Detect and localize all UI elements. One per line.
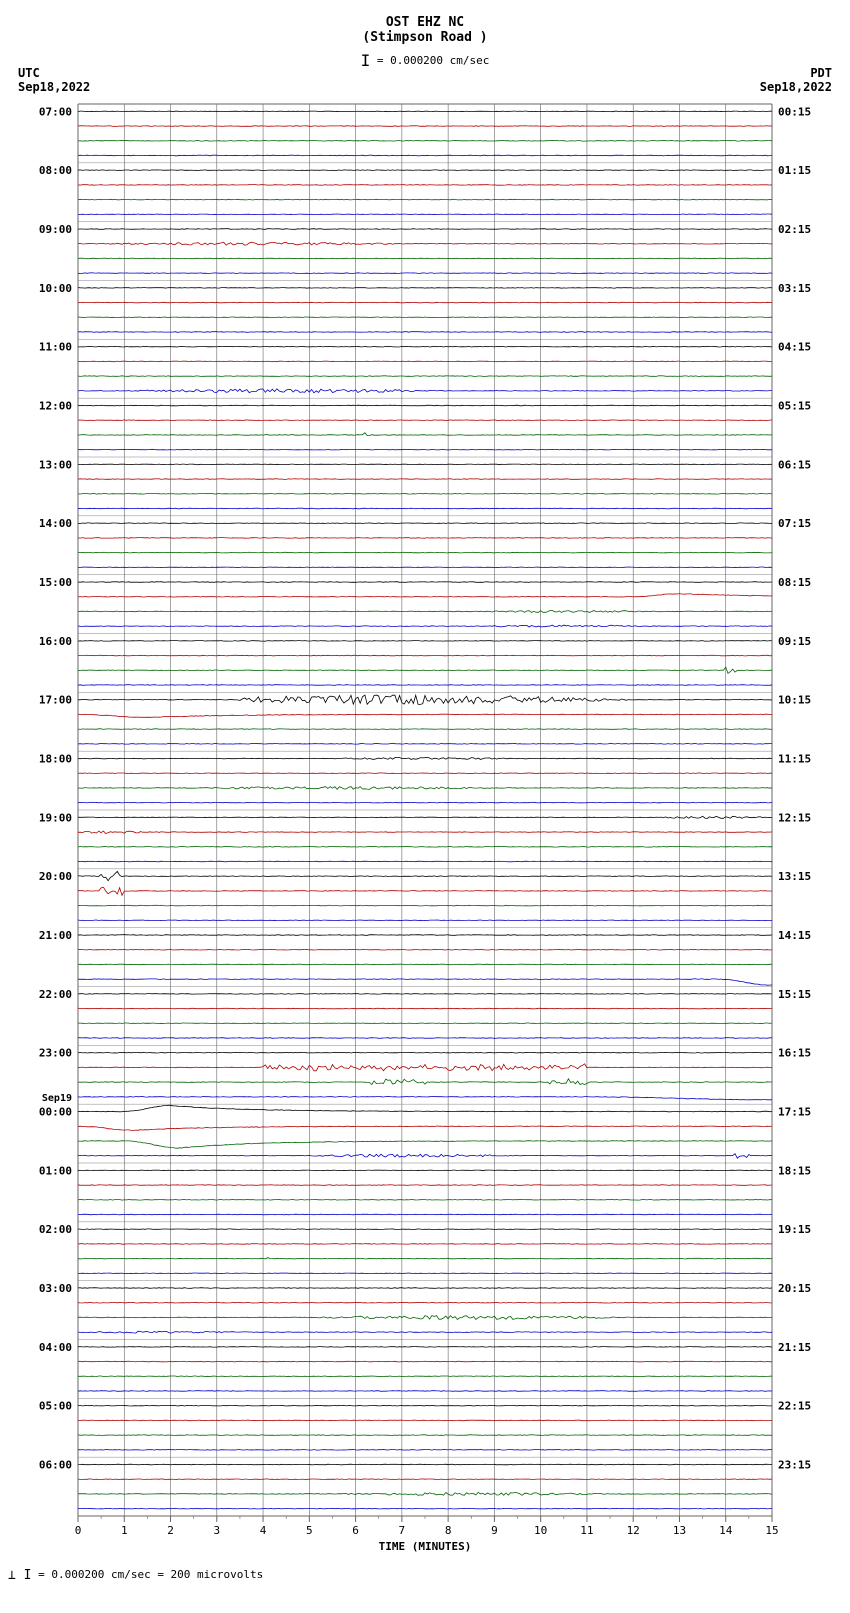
svg-text:02:15: 02:15 (778, 223, 811, 236)
scale-indicator: I = 0.000200 cm/sec (0, 51, 850, 70)
svg-text:17:15: 17:15 (778, 1106, 811, 1119)
svg-text:09:00: 09:00 (39, 223, 72, 236)
tz-right-label: PDT (760, 66, 832, 80)
svg-text:01:00: 01:00 (39, 1164, 72, 1177)
svg-text:9: 9 (491, 1524, 498, 1537)
svg-text:16:00: 16:00 (39, 635, 72, 648)
svg-text:14: 14 (719, 1524, 733, 1537)
svg-text:04:15: 04:15 (778, 341, 811, 354)
svg-text:18:15: 18:15 (778, 1164, 811, 1177)
svg-text:15:00: 15:00 (39, 576, 72, 589)
svg-text:21:00: 21:00 (39, 929, 72, 942)
svg-text:11:15: 11:15 (778, 753, 811, 766)
svg-text:23:00: 23:00 (39, 1047, 72, 1060)
seismogram-plot: 0123456789101112131415TIME (MINUTES)07:0… (30, 98, 820, 1558)
svg-text:06:15: 06:15 (778, 458, 811, 471)
svg-text:20:00: 20:00 (39, 870, 72, 883)
svg-text:05:15: 05:15 (778, 400, 811, 413)
svg-text:07:15: 07:15 (778, 517, 811, 530)
svg-text:2: 2 (167, 1524, 174, 1537)
svg-text:22:15: 22:15 (778, 1400, 811, 1413)
svg-text:12:15: 12:15 (778, 811, 811, 824)
svg-text:19:00: 19:00 (39, 811, 72, 824)
svg-text:4: 4 (260, 1524, 267, 1537)
svg-text:04:00: 04:00 (39, 1341, 72, 1354)
svg-text:00:15: 00:15 (778, 105, 811, 118)
svg-text:6: 6 (352, 1524, 359, 1537)
svg-text:19:15: 19:15 (778, 1223, 811, 1236)
svg-text:16:15: 16:15 (778, 1047, 811, 1060)
svg-text:8: 8 (445, 1524, 452, 1537)
svg-text:11:00: 11:00 (39, 341, 72, 354)
svg-text:03:15: 03:15 (778, 282, 811, 295)
tz-right-date: Sep18,2022 (760, 80, 832, 94)
svg-text:TIME (MINUTES): TIME (MINUTES) (379, 1540, 472, 1553)
svg-text:09:15: 09:15 (778, 635, 811, 648)
svg-text:11: 11 (580, 1524, 593, 1537)
svg-text:0: 0 (75, 1524, 82, 1537)
svg-text:13: 13 (673, 1524, 686, 1537)
svg-text:07:00: 07:00 (39, 105, 72, 118)
svg-text:00:00: 00:00 (39, 1106, 72, 1119)
svg-text:03:00: 03:00 (39, 1282, 72, 1295)
tz-left-date: Sep18,2022 (18, 80, 90, 94)
svg-text:14:15: 14:15 (778, 929, 811, 942)
svg-text:02:00: 02:00 (39, 1223, 72, 1236)
station-title: OST EHZ NC (0, 0, 850, 30)
station-location: (Stimpson Road ) (0, 30, 850, 45)
svg-text:14:00: 14:00 (39, 517, 72, 530)
svg-text:17:00: 17:00 (39, 694, 72, 707)
svg-text:08:00: 08:00 (39, 164, 72, 177)
tz-left-label: UTC (18, 66, 90, 80)
svg-text:06:00: 06:00 (39, 1459, 72, 1472)
svg-text:12: 12 (627, 1524, 640, 1537)
svg-text:7: 7 (399, 1524, 406, 1537)
svg-text:01:15: 01:15 (778, 164, 811, 177)
svg-text:3: 3 (213, 1524, 220, 1537)
svg-text:13:15: 13:15 (778, 870, 811, 883)
svg-text:1: 1 (121, 1524, 128, 1537)
seismogram-svg: 0123456789101112131415TIME (MINUTES)07:0… (30, 98, 820, 1558)
svg-text:08:15: 08:15 (778, 576, 811, 589)
svg-text:22:00: 22:00 (39, 988, 72, 1001)
svg-text:12:00: 12:00 (39, 400, 72, 413)
svg-text:10:00: 10:00 (39, 282, 72, 295)
svg-text:13:00: 13:00 (39, 458, 72, 471)
svg-text:10: 10 (534, 1524, 547, 1537)
svg-text:23:15: 23:15 (778, 1459, 811, 1472)
svg-text:18:00: 18:00 (39, 753, 72, 766)
svg-text:15:15: 15:15 (778, 988, 811, 1001)
svg-text:20:15: 20:15 (778, 1282, 811, 1295)
footer-scale: ⊥ I = 0.000200 cm/sec = 200 microvolts (0, 1558, 850, 1593)
svg-text:21:15: 21:15 (778, 1341, 811, 1354)
svg-text:15: 15 (765, 1524, 778, 1537)
svg-text:05:00: 05:00 (39, 1400, 72, 1413)
svg-text:10:15: 10:15 (778, 694, 811, 707)
svg-text:Sep19: Sep19 (42, 1093, 72, 1104)
timezone-row: UTC Sep18,2022 PDT Sep18,2022 (0, 70, 850, 98)
svg-text:5: 5 (306, 1524, 313, 1537)
